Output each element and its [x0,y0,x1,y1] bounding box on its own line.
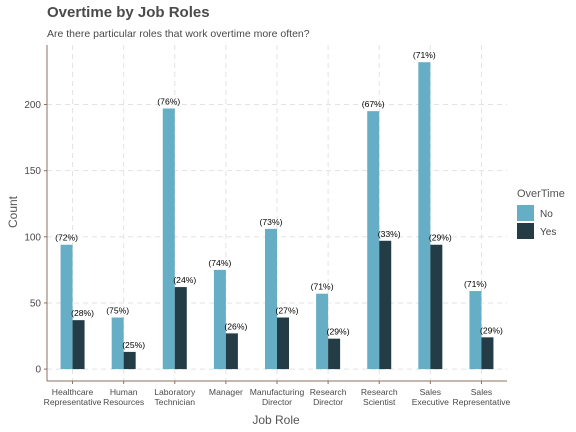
y-tick-label: 100 [24,232,41,243]
data-labels: (72%) (75%) (76%) (74%) (73%) (71%) (67%) (71%)… [55,50,503,350]
legend-label-no: No [540,209,553,220]
y-tick-labels: 0 50 100 150 200 [24,100,47,376]
data-label: (24%) [173,275,196,285]
bars [60,62,494,370]
bar-yes [379,240,392,370]
legend-key-yes [517,223,534,239]
y-tick-label: 0 [35,365,41,376]
x-tick-label: Human Resources [103,387,144,407]
x-tick-label: Sales Representative [453,387,511,407]
data-label: (71%) [464,279,487,289]
data-label: (33%) [378,229,401,239]
data-label: (29%) [327,327,350,337]
y-axis-title: Count [6,195,20,228]
x-tick-label: Manager [209,387,243,397]
data-label: (27%) [276,306,299,316]
bar-yes [277,317,289,370]
data-label: (72%) [55,233,78,243]
data-label: (29%) [429,233,452,243]
y-tick-label: 150 [24,166,41,177]
bar-no [60,244,73,370]
bar-no [367,111,380,370]
data-label: (76%) [157,96,180,106]
data-label: (26%) [224,321,247,331]
chart-subtitle: Are there particular roles that work ove… [47,28,310,40]
data-label: (67%) [362,99,385,109]
bar-no [418,62,431,370]
bar-yes [225,333,238,370]
bar-no [469,291,482,370]
bar-no [162,108,175,370]
bar-yes [328,338,341,370]
data-label: (74%) [208,258,231,268]
data-label: (29%) [480,325,503,335]
y-tick-label: 200 [24,100,41,111]
data-label: (71%) [311,282,334,292]
legend-label-yes: Yes [540,227,556,238]
x-tick-label: Healthcare Representative [44,387,102,407]
data-label: (71%) [413,50,436,60]
bar-no [111,317,124,370]
y-tick-label: 50 [30,298,42,309]
chart-title: Overtime by Job Roles [47,4,210,21]
x-tick-label: Manufacturing Director [250,387,305,407]
bar-no [316,293,329,370]
x-tick-label: Research Scientist [361,387,398,407]
bar-yes [430,244,443,370]
bar-no [265,228,277,370]
data-label: (28%) [71,308,94,318]
bar-yes [72,320,85,370]
data-label: (73%) [260,217,283,227]
legend: OverTime No Yes [517,188,565,239]
bar-yes [174,287,187,370]
legend-key-no [517,205,534,221]
x-axis-title: Job Role [252,413,300,427]
data-label: (25%) [122,340,145,350]
x-tick-label: Sales Executive [412,387,449,407]
x-tick-label: Research Director [310,387,347,407]
bar-yes [123,351,136,370]
legend-title: OverTime [517,188,565,200]
bar-yes [481,337,494,370]
x-tick-label: Laboratory Technician [154,387,196,407]
data-label: (75%) [106,306,129,316]
bar-no [213,269,226,370]
